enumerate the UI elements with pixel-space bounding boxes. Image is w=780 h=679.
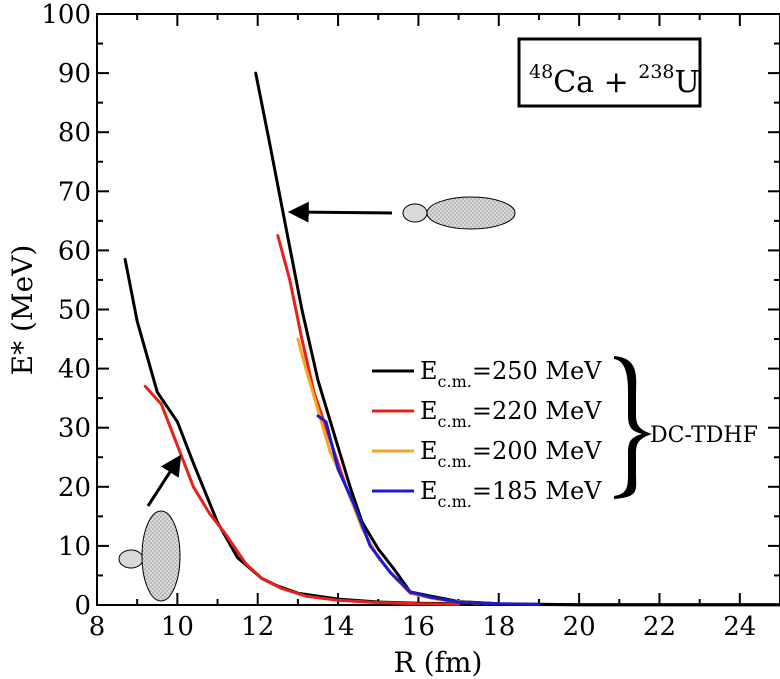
nucleus-large-upper bbox=[426, 196, 516, 230]
axis-tick-labels: 8 10 12 14 16 18 20 22 24 0 10 20 30 40 50 60 70 80 90 100 bbox=[41, 0, 756, 642]
system-label-mass1: 48 bbox=[529, 61, 553, 83]
x-tick-label: 12 bbox=[241, 612, 274, 642]
y-tick-label: 50 bbox=[58, 296, 91, 326]
y-tick-label: 40 bbox=[58, 355, 91, 385]
annotation-arrow-lower bbox=[146, 454, 182, 507]
nucleus-small-upper bbox=[402, 203, 428, 223]
y-tick-label: 80 bbox=[58, 118, 91, 148]
y-tick-label: 60 bbox=[58, 236, 91, 266]
legend-entry: Ec.m.=250 MeV bbox=[420, 357, 602, 391]
legend-entry: Ec.m.=200 MeV bbox=[420, 437, 602, 471]
x-tick-label: 8 bbox=[89, 612, 106, 642]
system-label-frame bbox=[517, 37, 702, 108]
legend-group-label: DC-TDHF bbox=[650, 423, 758, 448]
annotation-lower bbox=[118, 454, 182, 602]
system-label-mass2: 238 bbox=[638, 61, 674, 83]
legend-brace bbox=[614, 356, 652, 499]
series-4 bbox=[316, 414, 541, 606]
x-tick-label: 16 bbox=[402, 612, 435, 642]
series-line-4-1 bbox=[316, 414, 541, 606]
x-tick-label: 14 bbox=[322, 612, 355, 642]
legend-brace-group: DC-TDHF bbox=[614, 356, 758, 499]
series-line-2-1 bbox=[143, 384, 461, 606]
system-label: 48Ca + 238U bbox=[529, 61, 700, 100]
y-axis-label: E* (MeV) bbox=[6, 245, 39, 376]
annotation-upper bbox=[287, 196, 516, 230]
y-tick-label: 10 bbox=[58, 532, 91, 562]
system-label-box: 48Ca + 238U bbox=[517, 37, 702, 108]
series-layer bbox=[123, 71, 780, 607]
x-tick-label: 10 bbox=[161, 612, 194, 642]
system-label-element2: U bbox=[675, 65, 700, 100]
y-tick-label: 0 bbox=[74, 591, 91, 621]
y-tick-label: 30 bbox=[58, 414, 91, 444]
series-1 bbox=[123, 71, 780, 607]
legend-entry: Ec.m.=220 MeV bbox=[420, 397, 602, 431]
x-tick-label: 18 bbox=[482, 612, 515, 642]
legend-entry: Ec.m.=185 MeV bbox=[420, 477, 602, 511]
y-tick-label: 70 bbox=[58, 177, 91, 207]
x-tick-label: 20 bbox=[563, 612, 596, 642]
series-line-1-2 bbox=[254, 71, 780, 607]
x-tick-label: 24 bbox=[723, 612, 756, 642]
y-tick-label: 90 bbox=[58, 59, 91, 89]
y-tick-label: 100 bbox=[41, 0, 91, 30]
system-label-plus: + bbox=[594, 65, 638, 100]
y-tick-label: 20 bbox=[58, 473, 91, 503]
system-label-element1: Ca bbox=[553, 65, 594, 100]
axis-ticks bbox=[96, 13, 780, 606]
x-tick-label: 22 bbox=[643, 612, 676, 642]
annotation-arrow-upper bbox=[287, 201, 393, 223]
nucleus-small-lower bbox=[118, 549, 144, 569]
nucleus-large-lower bbox=[141, 510, 181, 602]
legend: Ec.m.=250 MeV Ec.m.=220 MeV Ec.m.=200 MeV E… bbox=[372, 357, 602, 511]
x-axis-label: R (fm) bbox=[394, 646, 483, 679]
